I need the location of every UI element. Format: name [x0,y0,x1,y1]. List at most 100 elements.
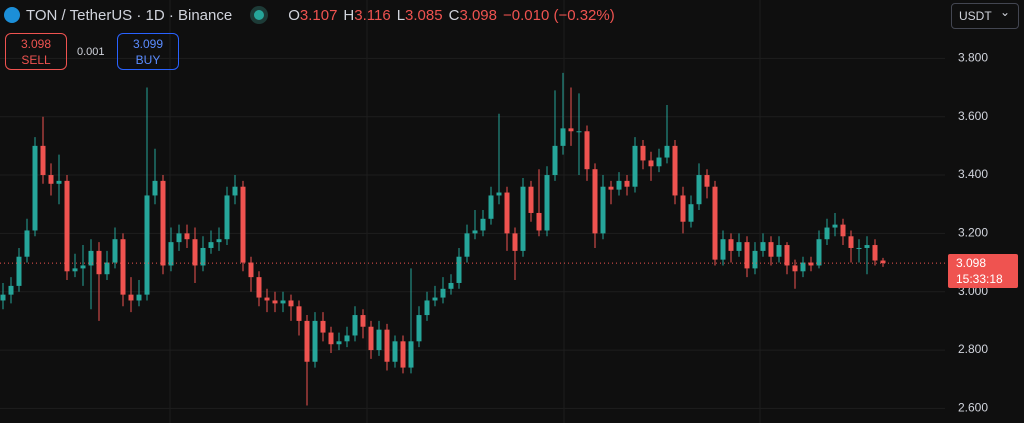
ohlc-label: H [343,6,355,24]
candle-body [392,341,398,362]
candle-body [384,329,390,362]
candle-body [224,195,230,240]
candle-body [624,180,630,187]
last-price-label: 3.098 15:33:18 [948,254,1018,289]
candle-body [136,294,142,301]
y-tick-label: 2.800 [958,342,988,356]
buy-price: 3.099 [132,37,164,51]
candle-body [112,239,118,263]
sell-price: 3.098 [20,37,52,51]
candle-body [248,262,254,278]
chart-title: TON / TetherUS · 1D · Binance [26,6,233,24]
candle-body [528,186,534,213]
candle-body [784,245,790,266]
ohlc-value: 3.098 [459,6,497,24]
y-tick-label: 3.200 [958,226,988,240]
candle-body [336,341,342,345]
candle-body [232,186,238,196]
candle-body [360,315,366,327]
candle-body [80,265,86,269]
candle-body [352,315,358,336]
candle-body [176,233,182,243]
candle-body [288,300,294,307]
y-tick-label: 3.600 [958,109,988,123]
candle-body [200,247,206,266]
candle-body [264,297,270,301]
candle-body [472,230,478,234]
ohlc-label: L [396,6,406,24]
candle-body [160,180,166,266]
candle-body [24,230,30,257]
candle-body [56,180,62,184]
candle-body [832,224,838,228]
candle-body [848,236,854,248]
candle-body [128,294,134,301]
candle-body [184,233,190,240]
candle-body [640,145,646,161]
currency: USDT [959,9,992,23]
candle-body [680,195,686,222]
last-price: 3.098 [956,256,987,271]
candle-body [480,218,486,231]
candle-body [144,195,150,295]
candle-body [616,180,622,190]
candle-body [856,247,862,249]
candle-body [672,145,678,196]
candle-body [32,145,38,231]
candle-body [728,239,734,251]
candle-body [544,175,550,231]
market-status [254,10,265,20]
candle-body [720,239,726,260]
candle-body [768,242,774,257]
candle-body [824,227,830,240]
candle-body [512,233,518,251]
candle-body [416,315,422,342]
candle-body [96,250,102,275]
candle-body [72,268,78,272]
candle-body [584,131,590,170]
candle-body [152,180,158,196]
candle-body [280,300,286,304]
ohlc-label: O [288,6,300,24]
candle-body [208,242,214,248]
candle-body [648,160,654,167]
candle-body [48,175,54,184]
candle-body [792,265,798,272]
candle-body [488,195,494,219]
candle-body [696,175,702,205]
candle-body [432,297,438,301]
candle-body [448,282,454,289]
buy-label: BUY [135,53,161,67]
candle-body [296,306,302,321]
candle-body [168,242,174,266]
candle-body [0,294,6,301]
sell-button[interactable]: 3.098 SELL [5,33,67,70]
candle-body [240,186,246,263]
buy-button[interactable]: 3.099 BUY [117,33,179,70]
candle-body [704,175,710,187]
ohlc-value: 3.107 [299,6,338,24]
ohlc-value: 3.085 [405,6,443,24]
time-grid [169,0,761,423]
candle-body [776,245,782,257]
change: −0.010 (−0.32%) [502,6,615,24]
candle-body [656,157,662,167]
candle-body [88,250,94,266]
candle-body [552,145,558,176]
candle-body [600,186,606,234]
candle-body [344,335,350,342]
candle-body [272,300,278,304]
candle-body [816,239,822,266]
candle-body [424,300,430,316]
candle-body [520,186,526,251]
candle-body [104,262,110,275]
candle-body [16,256,22,286]
candle-body [376,329,382,351]
sell-label: SELL [21,53,51,67]
candle-body [752,250,758,269]
candle-body [864,245,870,248]
candle-body [568,128,574,132]
countdown: 15:33:18 [956,272,1003,287]
candle-body [64,180,70,272]
currency-select[interactable]: USDT [951,0,1019,29]
